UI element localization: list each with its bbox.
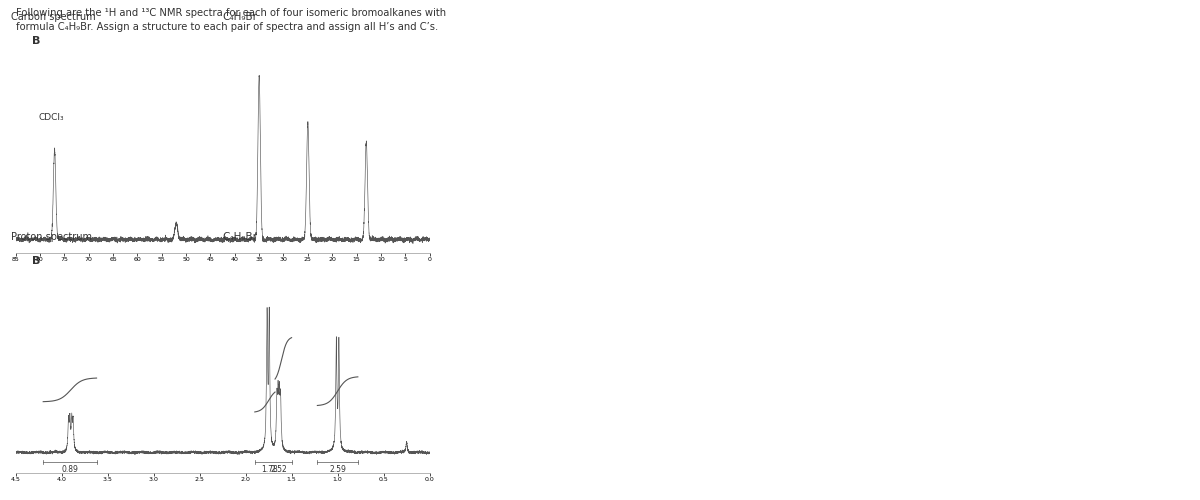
Text: Carbon spectrum: Carbon spectrum (12, 12, 96, 22)
Text: 2.59: 2.59 (329, 465, 346, 474)
Text: C₄H₉Br: C₄H₉Br (222, 232, 258, 242)
Text: B: B (32, 256, 41, 266)
Text: 0.89: 0.89 (61, 465, 78, 474)
Text: Following are the ¹H and ¹³C NMR spectra for each of four isomeric bromoalkanes : Following are the ¹H and ¹³C NMR spectra… (16, 8, 445, 18)
Text: Proton spectrum: Proton spectrum (12, 232, 92, 242)
Text: C₄H₉Br: C₄H₉Br (222, 12, 258, 22)
Text: 2.52: 2.52 (270, 465, 287, 474)
Text: 1.78: 1.78 (262, 465, 278, 474)
Text: CDCl₃: CDCl₃ (38, 112, 64, 122)
Text: B: B (32, 36, 41, 46)
Text: formula C₄H₉Br. Assign a structure to each pair of spectra and assign all H’s an: formula C₄H₉Br. Assign a structure to ea… (16, 22, 438, 32)
